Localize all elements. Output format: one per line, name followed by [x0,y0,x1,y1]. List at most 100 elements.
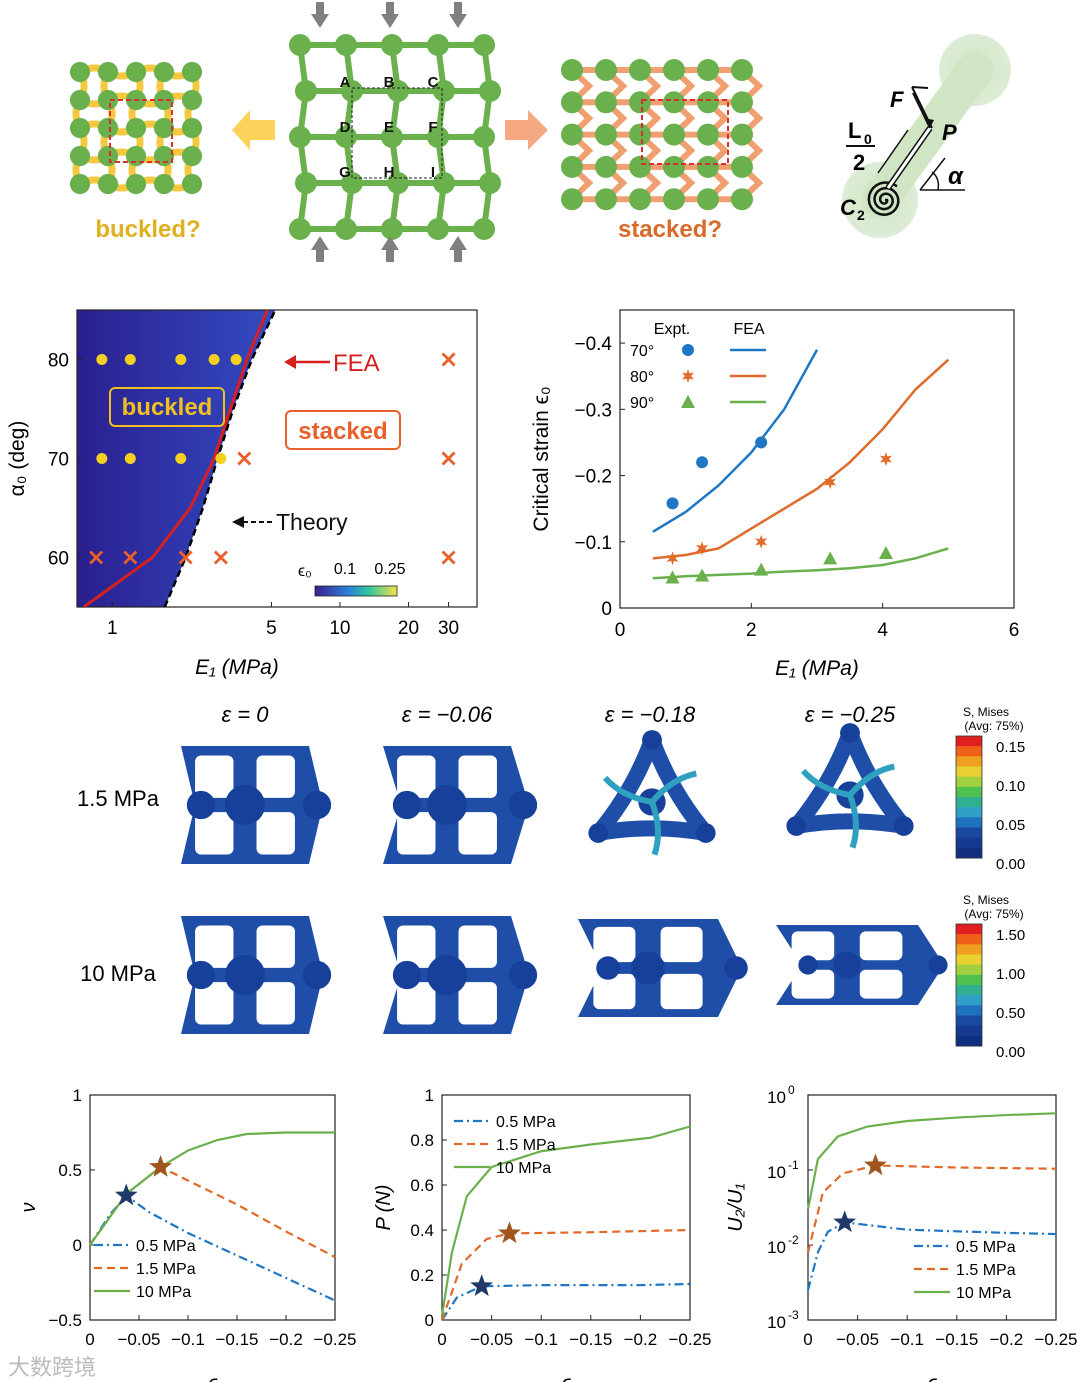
legend-label: 10 MPa [136,1284,191,1301]
series-line [440,1125,691,1316]
fraction-denominator: 2 [853,150,865,175]
buckled-point [230,354,242,365]
y-tick-label: 1 [73,1086,82,1105]
cell-hole [859,931,903,961]
series-line [440,1228,691,1321]
cell-node [695,823,716,843]
lattice-node [479,80,501,102]
cell-hole [791,931,835,961]
buckled-point [208,354,220,365]
x-axis-label: ϵ [927,1372,937,1382]
expt-point [878,546,893,560]
colorbar-tick: 1.50 [996,927,1025,944]
torsion-spring-icon [867,181,900,216]
stacked-region-label: stacked [298,418,387,445]
stacked-point [441,451,456,466]
legend-label: 1.5 MPa [496,1137,556,1154]
y-axis-label: Critical strain ϵ₀ [530,386,553,531]
unit-grid [351,87,443,179]
lattice-node [181,173,203,195]
lattice-node [731,188,753,211]
cell-node [186,960,216,990]
expt-point [666,497,679,510]
legend-fea-header: FEA [733,321,764,338]
spring-constant-label: C [840,195,857,220]
transition-star-marker [114,1183,138,1206]
colorbar-title: S, Mises [963,893,1009,907]
colorbar-segment [956,1035,982,1047]
y-tick-label: 80 [48,351,69,372]
stressed-ligament [847,793,859,849]
x-tick-label: 1 [107,618,118,639]
lattice-node [663,188,685,211]
lattice-node [69,173,91,195]
plot-frame [89,1094,336,1321]
y-tick-label: −0.2 [574,467,612,488]
colorbar-frame [955,735,983,859]
watermark-text: 大数跨境 [8,1356,97,1381]
expt-point [682,344,694,356]
y-tick-label: 0 [425,1311,434,1330]
plot-frame [619,309,1015,609]
x-tick-label: −0.1 [890,1330,924,1349]
stacked-point [237,451,252,466]
colorbar-segment [956,847,982,859]
left-arrow-icon [232,110,275,150]
expt-point [823,551,838,565]
y-tick-label: 0.4 [410,1221,434,1240]
colorbar-segment [956,736,982,747]
legend-label: 10 MPa [956,1285,1011,1302]
y-tick-label: −0.1 [574,533,612,554]
cell-hole [397,812,436,855]
colorbar-segment [956,786,982,798]
x-axis-label: E₁ (MPa) [195,656,279,679]
fea-line [652,349,819,533]
lattice-node [561,188,583,211]
x-tick-label: −0.15 [569,1330,612,1349]
x-tick-label: 0 [615,620,626,641]
cell-hole [458,812,497,855]
x-axis-label: ϵ [208,1372,218,1382]
y-tick-exponent: 0 [788,1083,795,1097]
cell-node [833,951,861,979]
colorbar-segment [956,746,982,757]
lattice-node [629,188,651,211]
lattice-node [697,188,719,211]
twisted-frame [590,732,714,841]
stacked-point [213,550,228,565]
critical-strain-chart: 0 2 4 6 0 −0.1 −0.2 −0.3 −0.4 E₁ (MPa) Critical st… [530,309,1019,680]
y-tick-label: 10 [767,1088,786,1107]
dim-line [877,129,909,174]
lattice-node [473,34,495,56]
buckled-lattice [69,61,203,195]
cell-node [928,955,948,975]
lattice-node [381,126,403,148]
buckled-box [109,387,225,427]
lattice-node [69,117,91,139]
up-arrow-icon [449,236,467,262]
cell-hole [593,973,636,1010]
colorbar-segment [956,964,982,976]
lattice-node [341,172,363,194]
strain-column-label: ε = −0.25 [805,702,896,727]
y-tick-label: −0.3 [574,400,612,421]
lattice-node [629,59,651,81]
cell-hole [660,926,703,963]
colorbar-tick: 0.1 [334,561,356,578]
cell-node [508,960,538,990]
stacked-point [89,550,104,565]
x-tick-label: −0.05 [836,1330,879,1349]
colorbar-subtitle: (Avg: 75%) [964,719,1023,733]
legend-label: 0.5 MPa [496,1114,556,1131]
point-label: P [942,120,957,145]
down-arrow-icon [381,2,399,28]
lattice-node [153,89,175,111]
transition-star-marker [833,1210,857,1233]
fem-contour-panel: ε = 0 ε = −0.06 ε = −0.18 ε = −0.25 1.5 MPa 1… [77,702,1025,1061]
lattice-node [561,91,583,114]
expt-point [754,562,769,576]
up-arrow-icon [381,236,399,262]
phase-diagram-chart: 1 5 10 20 30 60 70 80 E₁ (MPa) α₀ (deg) FEA Theory b… [6,309,478,679]
lattice-node [663,155,685,178]
